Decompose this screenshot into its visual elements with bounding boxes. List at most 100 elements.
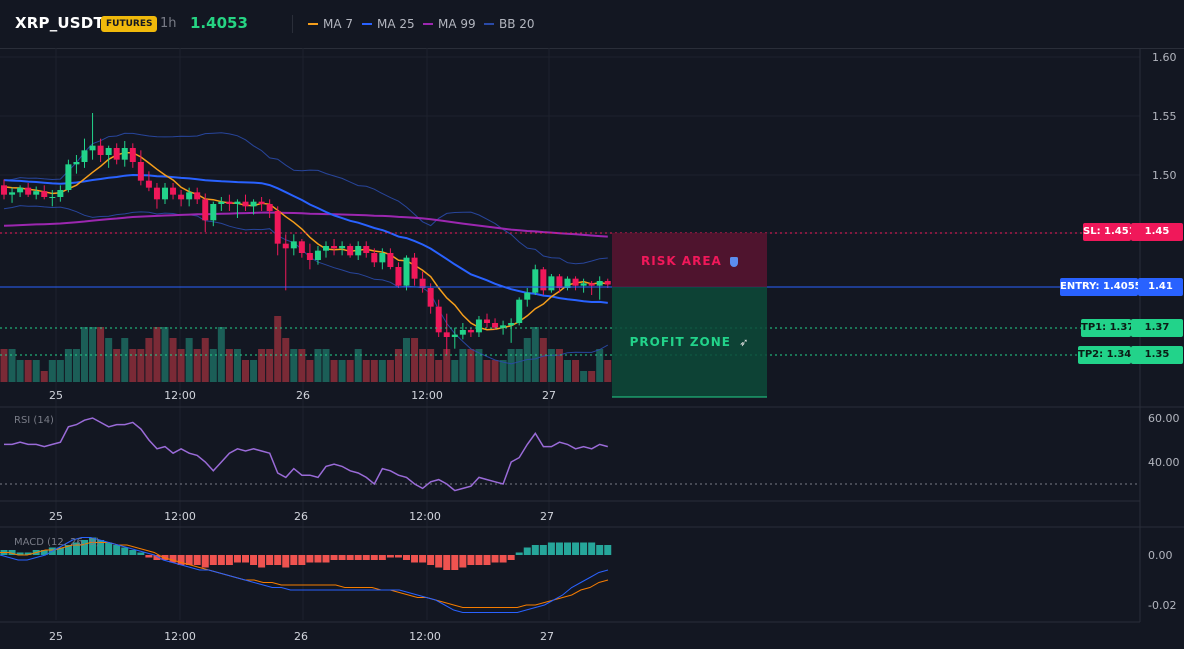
legend-bb20[interactable]: BB 20 [484, 16, 535, 32]
volume-bar [0, 349, 8, 382]
macd-label: MACD (12, 26, 9) [14, 537, 100, 548]
symbol-name[interactable]: XRP_USDT [15, 14, 104, 32]
macd-histogram-bar [298, 555, 306, 565]
tp1-tag[interactable]: TP1: 1.371 [1081, 319, 1141, 337]
legend-ma7[interactable]: MA 7 [308, 16, 353, 32]
macd-pane [0, 537, 612, 613]
candle-body [113, 148, 120, 160]
candle-body [467, 330, 474, 333]
candle-body [556, 276, 563, 288]
macd-histogram-bar [499, 555, 507, 563]
legend-ma99[interactable]: MA 99 [423, 16, 476, 32]
candle-body [306, 253, 313, 260]
macd-histogram-bar [137, 552, 145, 555]
macd-histogram-bar [322, 555, 330, 563]
macd-histogram-bar [354, 555, 362, 560]
macd-histogram-bar [217, 555, 225, 565]
candle-body [218, 201, 225, 204]
volume-bar [475, 349, 483, 382]
macd-histogram-bar [56, 547, 64, 555]
volume-bar [604, 360, 612, 382]
tp2-tag[interactable]: TP2: 1.348 [1078, 346, 1138, 364]
macd-histogram-bar [113, 545, 121, 555]
volume-bar [72, 349, 80, 382]
candle-body [210, 204, 217, 221]
candle-body [186, 192, 193, 200]
macd-histogram-bar [435, 555, 443, 568]
volume-bar [32, 360, 40, 382]
volume-bar [274, 316, 282, 382]
macd-histogram-bar [81, 540, 88, 555]
volume-bar [129, 349, 137, 382]
candle-body [298, 241, 305, 253]
rsi-tick: 40.00 [1148, 456, 1180, 469]
candle-body [9, 192, 16, 195]
candle-body [242, 201, 249, 207]
macd-histogram-bar [403, 555, 410, 560]
candle-body [41, 191, 48, 197]
volume-bar [266, 349, 274, 382]
candle-body [314, 250, 321, 260]
candle-body [419, 278, 426, 288]
candle-body [258, 201, 265, 204]
rsi-label: RSI (14) [14, 415, 54, 426]
time-label: 27 [540, 630, 554, 643]
macd-histogram-bar [233, 555, 241, 563]
volume-bar [507, 349, 515, 382]
volume-bar [16, 360, 24, 382]
entry-tag[interactable]: ENTRY: 1.4055 [1060, 278, 1142, 296]
candle-body [564, 278, 571, 288]
volume-bar [596, 349, 604, 382]
volume-bar [225, 349, 233, 382]
macd-histogram-bar [491, 555, 499, 563]
macd-tick: -0.02 [1148, 599, 1177, 612]
volume-bar [467, 349, 475, 382]
macd-histogram-bar [201, 555, 209, 568]
timeframe-selector[interactable]: 1h [160, 16, 177, 31]
volume-bar [435, 360, 443, 382]
volume-bar [411, 338, 419, 382]
candle-body [170, 187, 177, 195]
candle-body [137, 162, 144, 181]
candle-body [451, 334, 458, 337]
candle-body [371, 253, 378, 263]
candle-body [524, 292, 531, 300]
chart-header: XRP_USDT FUTURES 1h 1.4053 MA 7 MA 25 MA… [0, 0, 1184, 49]
candle-body [347, 246, 354, 256]
candle-body [49, 197, 56, 198]
volume-bar [40, 371, 48, 382]
volume-bar [564, 360, 571, 382]
pane-separators [0, 48, 1184, 623]
sl-tag[interactable]: SL: 1.4515 [1083, 223, 1143, 241]
volume-bar [539, 338, 547, 382]
macd-histogram-bar [451, 555, 459, 570]
macd-histogram-bar [24, 552, 32, 555]
candle-body [395, 267, 402, 286]
time-label: 25 [49, 510, 63, 523]
candle-body [475, 319, 482, 333]
volume-bar [338, 360, 346, 382]
macd-line [0, 537, 609, 613]
macd-histogram-bar [185, 555, 193, 565]
legend-ma25[interactable]: MA 25 [362, 16, 415, 32]
risk-area-label: RISK AREA [612, 254, 767, 268]
candle-body [572, 278, 579, 286]
time-label: 27 [542, 389, 556, 402]
macd-histogram-bar [153, 555, 161, 560]
candle-body [89, 145, 96, 151]
candle-body [331, 246, 338, 249]
candle-body [194, 192, 201, 200]
macd-histogram-bar [475, 555, 483, 565]
bollinger-bands [3, 132, 609, 365]
macd-histogram-bar [306, 555, 314, 563]
macd-histogram-bar [40, 550, 48, 555]
candle-body [355, 246, 362, 256]
volume-bar [362, 360, 370, 382]
macd-histogram-bar [378, 555, 386, 560]
candle-body [443, 332, 450, 337]
candle-body [153, 187, 160, 200]
price-tick: 1.50 [1152, 169, 1177, 182]
time-label: 12:00 [164, 510, 196, 523]
bb-upper-line [3, 132, 608, 265]
